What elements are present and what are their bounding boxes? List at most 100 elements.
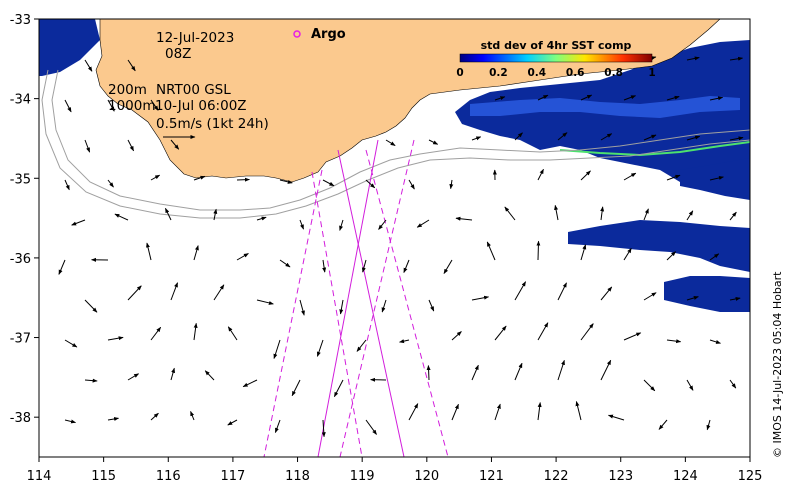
track-dashed-b (365, 149, 449, 457)
current-vector-arrow (164, 207, 172, 221)
current-vector-arrow (64, 99, 72, 113)
current-vector-arrow (580, 323, 594, 341)
current-vector-arrow (514, 281, 527, 301)
current-vector-arrow (365, 419, 377, 435)
current-vector-arrow (600, 133, 613, 141)
current-vector-arrow (190, 410, 195, 421)
current-vector-arrow (170, 282, 179, 301)
current-vector-arrow (575, 401, 582, 421)
current-vector-arrow (84, 59, 93, 72)
current-vector-arrow (428, 139, 439, 145)
current-vector-arrow (193, 322, 198, 341)
current-vector-arrow (658, 419, 668, 430)
current-vector-arrow (242, 379, 258, 388)
current-vector-arrow (150, 412, 159, 421)
colorbar-title: std dev of 4hr SST comp (481, 39, 632, 52)
current-vector-arrow (537, 322, 549, 341)
current-vector-arrow (451, 331, 462, 341)
current-vector-arrow (471, 364, 479, 381)
current-vector-arrow (486, 241, 496, 261)
current-vector-arrow (729, 211, 737, 221)
current-vector-arrow (227, 326, 238, 341)
current-vector-arrow (279, 259, 291, 268)
current-vector-arrow (514, 132, 523, 141)
current-vector-arrow (416, 219, 430, 228)
current-vectors (58, 56, 744, 438)
current-vector-arrow (273, 339, 281, 359)
current-vector-arrow (356, 339, 367, 352)
current-vector-arrow (279, 179, 293, 184)
current-vector-arrow (537, 168, 544, 181)
current-vector-arrow (316, 339, 324, 357)
current-vector-arrow (236, 177, 250, 182)
track-solid-b (317, 139, 379, 457)
current-vector-arrow (600, 206, 605, 221)
current-vector-arrow (666, 339, 682, 344)
x-tick-label: 120 (414, 469, 439, 484)
colorbar-ramp (459, 53, 653, 63)
current-vector-arrow (451, 403, 459, 421)
current-vector-arrow (686, 135, 701, 141)
colorbar: std dev of 4hr SST comp 0 0.2 0.4 0.6 0.8 1 (456, 39, 655, 79)
current-vector-arrow (709, 339, 721, 344)
sst-patch-northwest (39, 19, 100, 76)
current-vector-arrow (107, 99, 115, 112)
current-vector-arrow (107, 336, 124, 341)
current-vector-arrow (580, 94, 593, 101)
current-vector-arrow (666, 174, 681, 181)
current-vector-arrow (381, 299, 387, 313)
colorbar-tick-label: 0.8 (604, 67, 623, 79)
colorbar-tick-label: 0.6 (566, 67, 585, 79)
current-vector-arrow (403, 259, 410, 274)
current-vector-arrow (536, 240, 541, 261)
current-vector-arrow (127, 373, 140, 381)
depth-1000-label: 1000m (108, 98, 156, 114)
track-dashed-c (311, 171, 363, 457)
current-vector-arrow (193, 175, 206, 181)
current-vector-arrow (557, 359, 565, 381)
current-vector-arrow (274, 419, 281, 434)
y-tick-label: -34 (10, 93, 31, 108)
current-vector-arrow (643, 134, 657, 141)
isobath-1000m (41, 69, 750, 219)
current-vector-arrow (729, 296, 741, 301)
x-tick-label: 116 (156, 469, 181, 484)
current-vector-arrow (600, 286, 613, 301)
current-vector-arrow (150, 99, 159, 111)
x-tick-label: 123 (608, 469, 633, 484)
current-vector-arrow (64, 179, 70, 191)
x-tick-label: 118 (285, 469, 310, 484)
x-tick-label: 125 (738, 469, 763, 484)
current-vector-arrow (706, 419, 711, 431)
current-vector-arrow (408, 403, 419, 421)
colorbar-tick-label: 0.4 (527, 67, 546, 79)
current-vector-arrow (709, 175, 724, 181)
sst-mid-streak (470, 96, 740, 118)
current-vector-arrow (666, 251, 676, 261)
current-vector-arrow (729, 136, 744, 141)
model-label: NRT00 GSL (156, 82, 231, 98)
current-vector-arrow (494, 325, 507, 341)
current-vector-arrow (557, 282, 567, 301)
current-vector-arrow (623, 332, 642, 341)
current-vector-arrow (554, 204, 559, 221)
current-vector-arrow (426, 365, 431, 381)
current-vector-arrow (385, 139, 396, 146)
track-dashed-a (263, 169, 323, 457)
current-vector-arrow (114, 213, 129, 221)
y-tick-label: -37 (10, 332, 31, 347)
current-vector-arrow (729, 56, 744, 61)
current-vector-arrow (408, 179, 415, 190)
x-tick-label: 115 (91, 469, 116, 484)
x-tick-label: 122 (544, 469, 569, 484)
current-vector-arrow (494, 96, 506, 101)
x-tick-label: 114 (27, 469, 52, 484)
current-vector-arrow (58, 259, 66, 275)
current-vector-arrow (623, 172, 637, 181)
current-vector-arrow (494, 403, 501, 421)
current-vector-arrow (227, 419, 238, 426)
current-vector-arrow (504, 206, 516, 221)
current-vector-arrow (537, 402, 542, 421)
colorbar-tick-label: 0.2 (489, 67, 508, 79)
x-tick-label: 124 (673, 469, 698, 484)
